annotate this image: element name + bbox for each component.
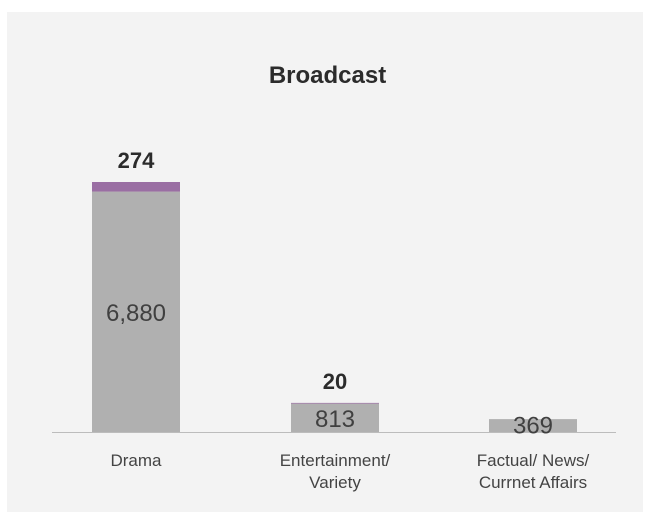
bar-segment	[92, 191, 180, 432]
category-label: Currnet Affairs	[479, 473, 587, 492]
data-label: 20	[323, 369, 347, 394]
category-label: Drama	[110, 451, 162, 470]
bar-segment	[291, 403, 379, 432]
chart-title: Broadcast	[268, 62, 387, 89]
bar-segment	[489, 419, 577, 432]
data-label: 6,880	[106, 300, 166, 327]
bar-segment	[92, 182, 180, 192]
data-label: 813	[315, 406, 355, 433]
data-label: 274	[118, 148, 155, 173]
data-label: 369	[513, 413, 553, 440]
bar-segment	[291, 402, 379, 404]
category-label: Factual/ News/	[477, 451, 590, 470]
category-label: Entertainment/	[280, 451, 391, 470]
category-label: Variety	[309, 473, 361, 492]
